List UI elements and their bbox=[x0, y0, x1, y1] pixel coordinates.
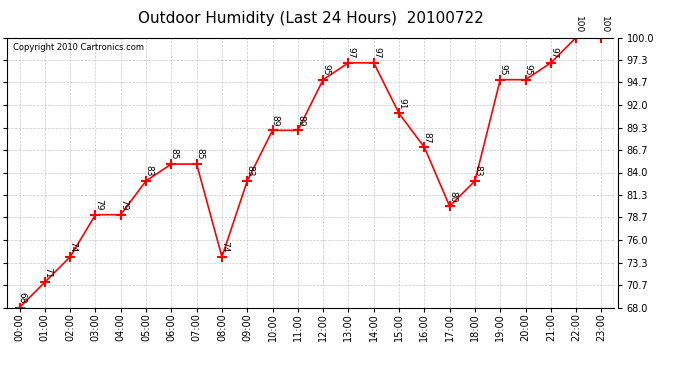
Text: 79: 79 bbox=[94, 199, 103, 210]
Text: 74: 74 bbox=[68, 242, 77, 253]
Text: 89: 89 bbox=[296, 115, 305, 126]
Text: 80: 80 bbox=[448, 190, 457, 202]
Text: 100: 100 bbox=[600, 16, 609, 33]
Text: 97: 97 bbox=[372, 47, 381, 58]
Text: 87: 87 bbox=[423, 132, 432, 143]
Text: 74: 74 bbox=[220, 242, 229, 253]
Text: 83: 83 bbox=[473, 165, 482, 177]
Text: 95: 95 bbox=[322, 64, 331, 75]
Text: Outdoor Humidity (Last 24 Hours)  20100722: Outdoor Humidity (Last 24 Hours) 2010072… bbox=[137, 11, 484, 26]
Text: 100: 100 bbox=[575, 16, 584, 33]
Text: 97: 97 bbox=[549, 47, 558, 58]
Text: 95: 95 bbox=[524, 64, 533, 75]
Text: 85: 85 bbox=[170, 148, 179, 160]
Text: Copyright 2010 Cartronics.com: Copyright 2010 Cartronics.com bbox=[13, 43, 144, 52]
Text: 95: 95 bbox=[499, 64, 508, 75]
Text: 79: 79 bbox=[119, 199, 128, 210]
Text: 83: 83 bbox=[246, 165, 255, 177]
Text: 85: 85 bbox=[195, 148, 204, 160]
Text: 91: 91 bbox=[397, 98, 406, 109]
Text: 68: 68 bbox=[18, 292, 27, 303]
Text: 89: 89 bbox=[271, 115, 280, 126]
Text: 97: 97 bbox=[347, 47, 356, 58]
Text: 71: 71 bbox=[43, 267, 52, 278]
Text: 83: 83 bbox=[144, 165, 153, 177]
